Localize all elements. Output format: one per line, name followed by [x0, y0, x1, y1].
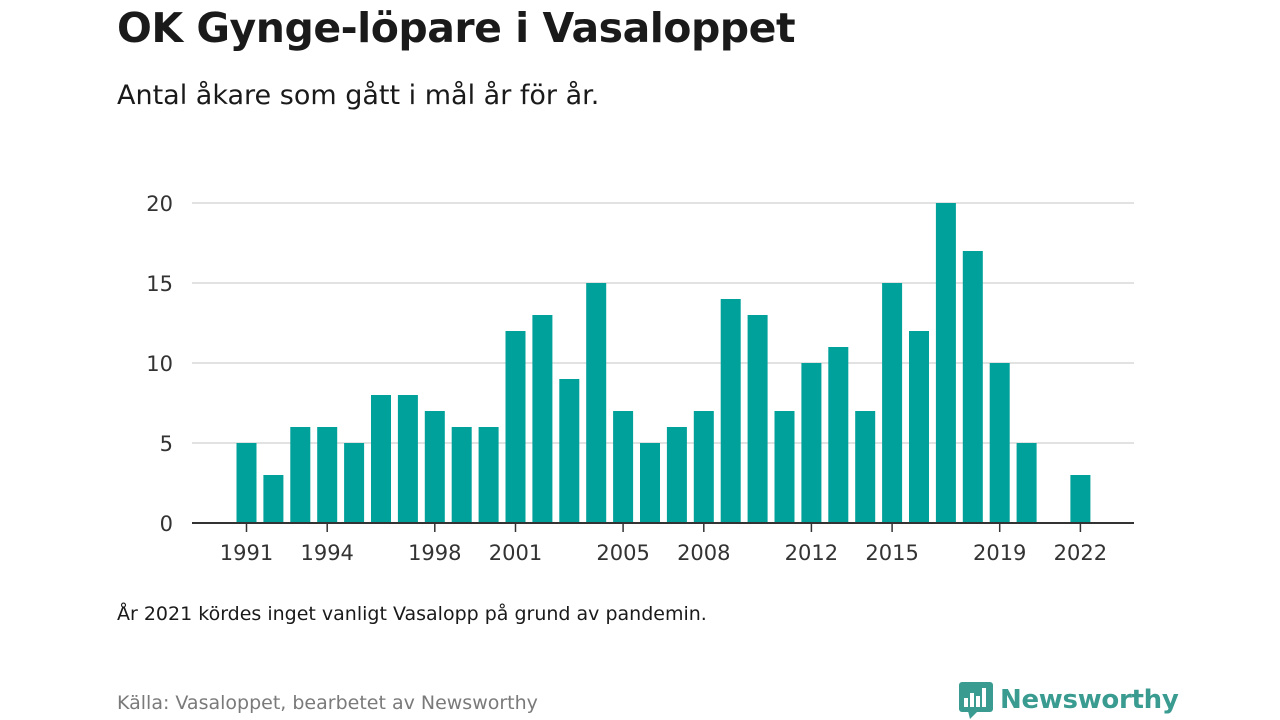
bar-1999	[451, 427, 472, 523]
y-tick-label: 10	[146, 352, 173, 376]
bar-2002	[532, 315, 553, 523]
bar-2017	[935, 203, 956, 523]
bar-2004	[586, 283, 607, 523]
x-tick-label: 1991	[220, 541, 273, 565]
bar-2016	[909, 331, 929, 523]
y-tick-label: 0	[160, 512, 173, 536]
bar-2008	[693, 411, 714, 523]
bar-1994	[317, 427, 338, 523]
bar-2019	[989, 363, 1010, 523]
newsworthy-brand[interactable]: Newsworthy	[958, 680, 1179, 720]
x-tick-label: 1998	[408, 541, 461, 565]
brand-name: Newsworthy	[1000, 685, 1179, 715]
bar-2018	[962, 251, 983, 523]
y-tick-label: 15	[146, 272, 173, 296]
y-tick-label: 5	[160, 432, 173, 456]
bar-1996	[371, 395, 391, 523]
chart-subtitle: Antal åkare som gått i mål år för år.	[117, 80, 600, 111]
source-credit: Källa: Vasaloppet, bearbetet av Newswort…	[117, 692, 538, 714]
bar-1997	[397, 395, 418, 523]
bar-2020	[1016, 443, 1037, 523]
bar-2005	[613, 411, 634, 523]
bar-2013	[828, 347, 849, 523]
x-tick-label: 2019	[973, 541, 1026, 565]
bar-2011	[774, 411, 795, 523]
x-tick-label: 2022	[1054, 541, 1107, 565]
bar-2007	[666, 427, 687, 523]
bar-1995	[344, 443, 365, 523]
bar-1998	[424, 411, 445, 523]
x-tick-label: 2012	[785, 541, 838, 565]
bar-2009	[720, 299, 741, 523]
x-tick-label: 2005	[596, 541, 649, 565]
bar-2022	[1070, 475, 1091, 523]
bar-1992	[263, 475, 284, 523]
bar-2012	[801, 363, 822, 523]
bar-1993	[290, 427, 311, 523]
y-tick-label: 20	[146, 192, 173, 216]
bar-2010	[747, 315, 768, 523]
bar-2014	[855, 411, 876, 523]
newsworthy-logo-icon	[959, 682, 993, 719]
bar-2000	[478, 427, 499, 523]
bar-2006	[640, 443, 660, 523]
bar-2001	[505, 331, 526, 523]
chart-title: OK Gynge-löpare i Vasaloppet	[117, 4, 796, 52]
chart-note: År 2021 kördes inget vanligt Vasalopp på…	[117, 603, 707, 625]
x-tick-label: 2001	[489, 541, 542, 565]
x-tick-label: 2015	[865, 541, 918, 565]
bar-2015	[882, 283, 903, 523]
bar-1991	[236, 443, 257, 523]
bar-2003	[559, 379, 580, 523]
x-tick-label: 1994	[300, 541, 353, 565]
x-tick-label: 2008	[677, 541, 730, 565]
